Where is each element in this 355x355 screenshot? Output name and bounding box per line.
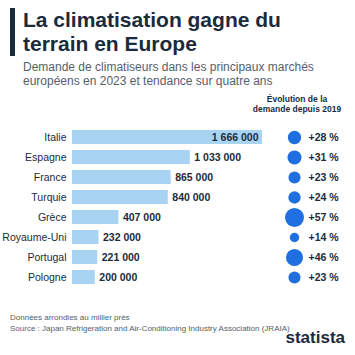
svg-text:+14 %: +14 % [309,231,340,243]
svg-text:Espagne: Espagne [25,151,67,163]
svg-text:865 000: 865 000 [175,171,213,183]
html-text:Évolution de la demande depuis: Évolution de la demande depuis 2019 [252,94,342,114]
svg-text:232 000: 232 000 [103,231,141,243]
svg-text:+23 %: +23 % [309,171,340,183]
html-text:Demande de climatiseurs dans l: Demande de climatiseurs dans les princip… [23,60,314,88]
html-text:Données arrondies au millier p: Données arrondies au millier près [10,313,130,322]
svg-text:Italie: Italie [44,131,66,143]
svg-text:+28 %: +28 % [309,131,340,143]
svg-text:840 000: 840 000 [172,191,210,203]
svg-text:Turquie: Turquie [31,191,66,203]
svg-text:200 000: 200 000 [99,271,137,283]
svg-text:+31 %: +31 % [309,151,340,163]
svg-text:1 033 000: 1 033 000 [194,151,241,163]
svg-text:1 666 000: 1 666 000 [212,131,259,143]
svg-text:221 000: 221 000 [102,251,140,263]
svg-text:407 000: 407 000 [123,211,161,223]
svg-text:+57 %: +57 % [309,211,340,223]
svg-text:Portugal: Portugal [27,251,66,263]
svg-text:Pologne: Pologne [28,271,67,283]
svg-text:+23 %: +23 % [309,271,340,283]
html-text:La climatisation gagne du terr: La climatisation gagne du terrain en Eur… [23,8,281,55]
svg-text:+46 %: +46 % [309,251,340,263]
html-text:statista: statista [285,328,345,347]
svg-text:Grèce: Grèce [38,211,67,223]
svg-text:+24 %: +24 % [309,191,340,203]
html-text:Source : Japan Refrigeration a: Source : Japan Refrigeration and Air-Con… [10,324,290,333]
svg-text:Royaume-Uni: Royaume-Uni [2,231,66,243]
svg-text:France: France [34,171,67,183]
